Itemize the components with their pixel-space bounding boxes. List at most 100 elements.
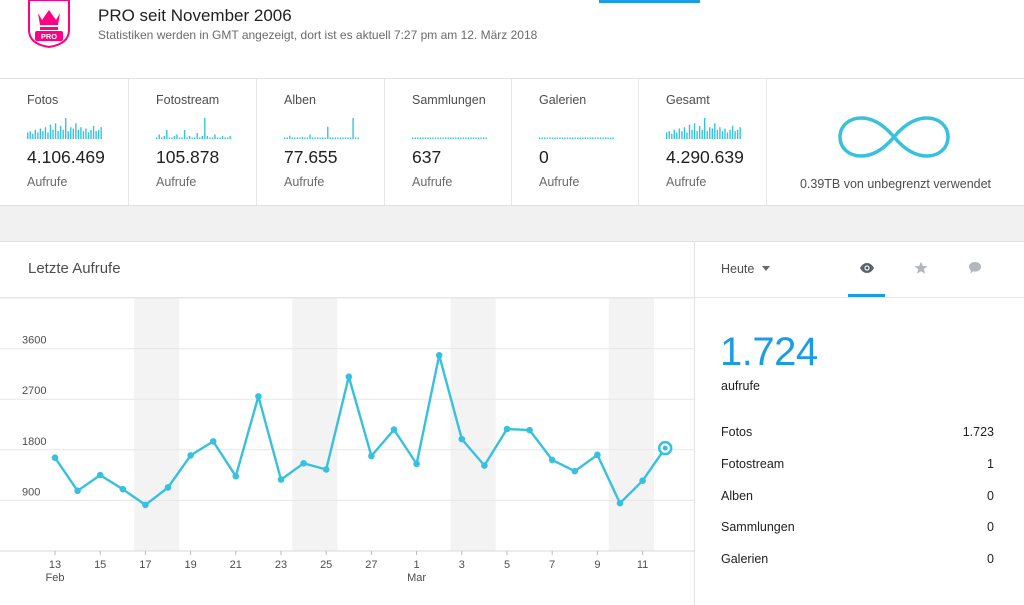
data-point[interactable] [119, 485, 127, 493]
spark-bar [90, 129, 92, 139]
data-point[interactable] [458, 435, 466, 443]
breakdown-row: Sammlungen 0 [721, 520, 994, 552]
spark-bar [442, 137, 444, 139]
spark-bar [183, 130, 186, 139]
spark-bar [226, 137, 229, 139]
tab-views[interactable] [848, 256, 884, 282]
data-point[interactable] [548, 456, 556, 464]
spark-bar [475, 137, 477, 139]
spark-bar [594, 137, 597, 139]
spark-bar [726, 132, 729, 139]
spark-bar [54, 123, 57, 139]
spark-bar [77, 129, 80, 139]
spark-bar [612, 137, 614, 139]
spark-bar [698, 125, 701, 139]
spark-bar [188, 136, 191, 139]
spark-bar [181, 137, 183, 139]
active-tab-underline [848, 294, 885, 297]
stat-card-galerien[interactable]: Galerien 0 Aufrufe [512, 79, 639, 205]
line-chart[interactable]: 900180027003600450013Feb151719212325271M… [0, 298, 695, 605]
divider [695, 297, 1024, 298]
stat-card-fotostream[interactable]: Fotostream 105.878 Aufrufe [129, 79, 257, 205]
stat-value: 77.655 [284, 147, 338, 167]
spark-bar [191, 137, 193, 139]
spark-bar [80, 127, 82, 139]
data-point[interactable] [277, 476, 285, 483]
sparkline [666, 118, 741, 139]
data-point[interactable] [639, 477, 646, 485]
stat-card-alben[interactable]: Alben 77.655 Aufrufe [257, 79, 385, 205]
data-point[interactable] [74, 487, 81, 495]
data-point[interactable] [435, 352, 443, 359]
data-point[interactable] [526, 426, 533, 434]
breakdown-value: 0 [987, 520, 994, 535]
stat-card-sammlungen[interactable]: Sammlungen 637 Aufrufe [385, 79, 512, 205]
data-point[interactable] [368, 452, 375, 460]
spark-bar [354, 137, 357, 139]
data-point[interactable] [232, 472, 240, 480]
spark-bar [337, 137, 339, 139]
spark-bar [607, 137, 609, 139]
spark-bar [480, 137, 482, 139]
spark-bar [719, 127, 721, 139]
spark-bar [186, 137, 188, 139]
data-point[interactable] [255, 393, 262, 400]
spark-bar [701, 129, 703, 139]
spark-bar [561, 137, 564, 139]
data-point[interactable] [481, 462, 488, 469]
page-subtitle: Statistiken werden in GMT angezeigt, dor… [98, 28, 538, 42]
tab-favorites[interactable] [903, 256, 939, 282]
data-point[interactable] [345, 373, 353, 381]
tab-comments[interactable] [957, 256, 993, 282]
spark-bar [673, 129, 675, 139]
sparkline [156, 118, 231, 139]
spark-bar [676, 132, 678, 139]
breakdown-label: Fotos [721, 425, 753, 439]
spark-bar [319, 137, 321, 139]
spark-bar [168, 137, 171, 139]
spark-bar [284, 137, 286, 139]
period-label: Heute [721, 262, 755, 276]
stats-row: Fotos 4.106.469 Aufrufe Fotostream 105.8… [0, 79, 1024, 206]
stat-card-gesamt[interactable]: Gesamt 4.290.639 Aufrufe [639, 79, 767, 205]
data-point[interactable] [187, 452, 194, 459]
spark-bar [173, 136, 176, 139]
spark-bar [477, 137, 480, 139]
star-icon [914, 261, 928, 274]
data-point[interactable] [51, 454, 59, 461]
data-point[interactable] [616, 499, 624, 507]
spark-bar [161, 137, 163, 139]
spark-bar [342, 137, 344, 139]
stat-card-fotos[interactable]: Fotos 4.106.469 Aufrufe [0, 79, 129, 205]
spark-bar [666, 132, 668, 139]
spark-bar [87, 132, 90, 139]
x-tick-label: 13 [49, 559, 61, 571]
x-tick-sublabel: Mar [407, 572, 426, 584]
x-tick-label: 5 [504, 559, 510, 571]
spark-bar [214, 134, 216, 139]
data-point[interactable] [390, 426, 398, 433]
period-dropdown[interactable]: Heute [721, 262, 771, 276]
spark-bar [357, 137, 359, 139]
spark-bar [324, 137, 326, 139]
data-point[interactable] [413, 460, 420, 468]
data-point[interactable] [571, 467, 579, 475]
today-total-label: aufrufe [721, 379, 760, 393]
data-point[interactable] [96, 471, 104, 479]
spark-bar [434, 137, 437, 139]
spark-bar [579, 137, 581, 139]
stat-value: 0 [539, 147, 549, 167]
data-point[interactable] [164, 484, 172, 491]
x-tick-label: 21 [230, 559, 242, 571]
data-point[interactable] [142, 501, 149, 509]
breakdown-row: Galerien 0 [721, 552, 994, 584]
data-point[interactable] [503, 425, 511, 433]
pro-badge-icon: PRO [28, 0, 70, 48]
sparkline [284, 118, 359, 139]
spark-bar [424, 137, 427, 139]
data-point[interactable] [300, 459, 307, 467]
data-point[interactable] [594, 451, 601, 459]
data-point[interactable] [322, 466, 330, 473]
data-point[interactable] [209, 438, 217, 445]
stat-sub: Aufrufe [27, 175, 68, 189]
